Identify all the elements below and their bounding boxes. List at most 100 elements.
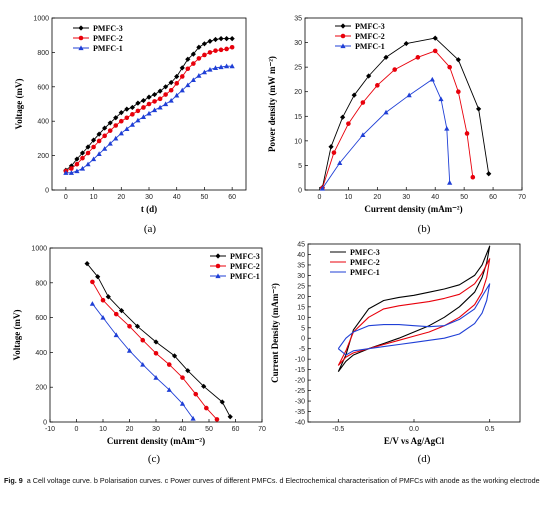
series-line xyxy=(337,283,491,356)
y-tick-label: 400 xyxy=(37,119,49,126)
data-point xyxy=(79,150,86,156)
data-point xyxy=(444,125,450,131)
data-point xyxy=(351,92,357,98)
x-axis-label: Current density (mAm⁻²) xyxy=(107,436,205,446)
series-PMFC-1 xyxy=(337,283,491,356)
x-axis-label: t (d) xyxy=(141,204,157,214)
data-point xyxy=(331,150,337,155)
chart-panel-d: -0.5 0.0 0.5 -40 -35 -30 -25 -20 -15 -10 -5 0 5 10 15 2… xyxy=(270,242,521,465)
series-line xyxy=(92,281,218,420)
data-point xyxy=(163,84,169,90)
y-tick-label: 10 xyxy=(297,315,305,322)
x-tick-label: 20 xyxy=(126,426,134,433)
x-tick-label: 0 xyxy=(318,194,322,201)
legend-marker xyxy=(340,23,346,29)
y-tick-label: -40 xyxy=(295,420,305,427)
data-point xyxy=(157,96,163,102)
data-point xyxy=(96,151,102,156)
data-point xyxy=(212,36,219,43)
x-tick-label: 50 xyxy=(205,426,213,433)
data-point xyxy=(403,40,409,47)
data-point xyxy=(90,137,97,143)
x-tick-label: 0 xyxy=(75,426,79,433)
data-point xyxy=(168,79,174,86)
series-PMFC-2 xyxy=(337,258,491,366)
data-point xyxy=(146,94,152,100)
y-tick-label: 200 xyxy=(37,153,49,160)
data-point xyxy=(429,76,435,82)
data-point xyxy=(383,54,389,60)
series-PMFC-3 xyxy=(337,245,491,373)
y-tick-label: 400 xyxy=(35,350,47,357)
data-point xyxy=(202,52,207,58)
data-point xyxy=(174,81,180,86)
data-point xyxy=(102,125,108,131)
y-tick-label: -5 xyxy=(299,346,305,353)
data-point xyxy=(107,120,113,126)
x-tick-label: 10 xyxy=(345,194,353,201)
chart-panel-b: 0 10 20 30 40 50 60 70 0 5 10 15 20 25 30 35 Current den… xyxy=(267,16,526,236)
data-point xyxy=(90,156,97,162)
data-point xyxy=(455,57,461,63)
x-tick-label: 20 xyxy=(373,194,381,201)
x-tick-label: 10 xyxy=(99,426,107,433)
series-line xyxy=(337,258,491,366)
data-point xyxy=(113,123,119,128)
data-point xyxy=(224,63,230,69)
legend-marker xyxy=(78,35,84,41)
x-tick-label: 40 xyxy=(431,194,439,201)
legend-label: PMFC-1 xyxy=(230,272,260,281)
data-point xyxy=(157,88,163,94)
data-point xyxy=(129,122,135,127)
panel-label: (c) xyxy=(148,453,161,465)
y-tick-label: 0 xyxy=(298,188,302,195)
series-PMFC-2 xyxy=(320,48,476,191)
panel-label: (b) xyxy=(418,223,431,235)
figure-caption: Fig. 9 a Cell voltage curve. b Polarisat… xyxy=(4,476,550,486)
data-point xyxy=(447,180,453,185)
data-point xyxy=(96,138,102,144)
x-tick-label: 0.5 xyxy=(485,426,495,433)
data-point xyxy=(193,391,199,397)
data-point xyxy=(218,64,224,70)
data-point xyxy=(179,74,185,79)
data-point xyxy=(118,130,124,136)
data-point xyxy=(102,146,108,151)
legend-marker xyxy=(340,43,346,49)
data-point xyxy=(124,126,130,132)
data-point xyxy=(118,110,124,116)
data-point xyxy=(85,150,91,156)
x-tick-label: 20 xyxy=(117,194,125,201)
y-axis-label: Current Density (mAm⁻²) xyxy=(270,283,280,383)
x-tick-label: 70 xyxy=(258,426,266,433)
data-point xyxy=(201,383,207,389)
data-point xyxy=(124,106,130,112)
data-point xyxy=(127,324,132,329)
data-point xyxy=(196,56,202,61)
legend-entry: PMFC-3 xyxy=(330,248,380,257)
data-point xyxy=(207,67,213,72)
legend-label: PMFC-2 xyxy=(355,32,385,41)
y-tick-label: 30 xyxy=(294,40,302,47)
y-tick-label: 10 xyxy=(294,138,302,145)
legend-label: PMFC-2 xyxy=(93,34,123,43)
legend-label: PMFC-1 xyxy=(350,268,380,277)
data-point xyxy=(212,65,219,70)
y-tick-label: 15 xyxy=(297,304,305,311)
legend-marker xyxy=(215,253,221,259)
data-point xyxy=(90,279,95,285)
data-point xyxy=(201,41,208,47)
data-point xyxy=(113,115,119,121)
data-point xyxy=(166,362,172,367)
data-point xyxy=(229,63,235,69)
data-point xyxy=(113,332,119,338)
data-point xyxy=(118,118,124,124)
data-point xyxy=(328,144,334,150)
y-tick-label: 25 xyxy=(294,65,302,72)
x-tick-label: 40 xyxy=(173,194,181,201)
data-point xyxy=(151,91,158,98)
legend-entry: PMFC-3 xyxy=(335,22,385,31)
y-tick-label: 45 xyxy=(297,242,305,249)
data-point xyxy=(126,348,133,353)
data-point xyxy=(91,144,96,150)
